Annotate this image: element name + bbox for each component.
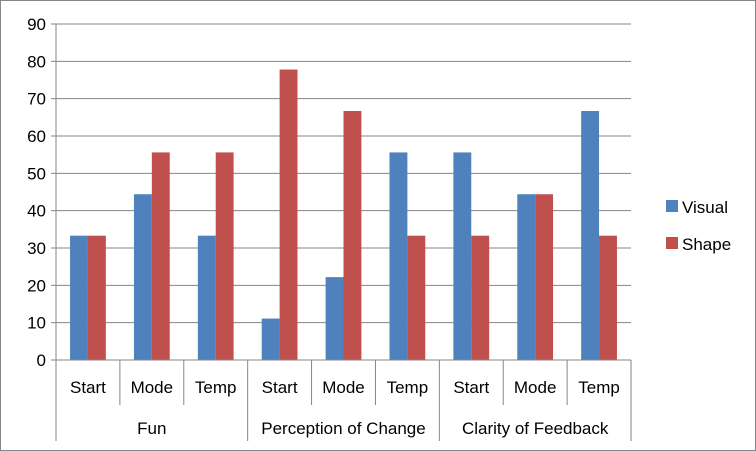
- bar-visual-5: [389, 152, 408, 360]
- bars: [70, 69, 617, 361]
- legend-label-shape: Shape: [682, 235, 731, 254]
- bar-visual-4: [325, 277, 344, 360]
- legend-label-visual: Visual: [682, 198, 728, 217]
- y-tick-label: 90: [27, 15, 46, 34]
- x-axis-group-labels: Fun Perception of Change Clarity of Feedba…: [137, 419, 609, 438]
- bar-visual-8: [581, 110, 600, 360]
- x-category-label: Temp: [578, 378, 620, 397]
- bar-shape-0: [87, 235, 106, 360]
- y-tick-label: 0: [37, 351, 46, 370]
- x-category-label: Mode: [322, 378, 365, 397]
- bar-shape-1: [151, 152, 170, 360]
- bar-shape-7: [535, 194, 554, 360]
- x-category-label: Start: [453, 378, 489, 397]
- bar-visual-2: [197, 235, 216, 360]
- bar-visual-3: [261, 318, 280, 360]
- x-group-label: Fun: [137, 419, 166, 438]
- bar-shape-8: [599, 235, 617, 360]
- y-tick-label: 20: [27, 276, 46, 295]
- x-category-label: Mode: [131, 378, 174, 397]
- bar-visual-0: [70, 235, 88, 360]
- bar-visual-7: [517, 194, 536, 360]
- bar-shape-4: [343, 110, 362, 360]
- y-tick-label: 70: [27, 90, 46, 109]
- legend-swatch-visual: [666, 200, 678, 212]
- y-tick-label: 40: [27, 202, 46, 221]
- x-group-label: Clarity of Feedback: [462, 419, 609, 438]
- bar-shape-6: [471, 235, 490, 360]
- y-tick-label: 30: [27, 239, 46, 258]
- bar-shape-2: [215, 152, 234, 360]
- bar-visual-6: [453, 152, 472, 360]
- y-tick-label: 10: [27, 314, 46, 333]
- x-category-label: Mode: [514, 378, 557, 397]
- y-tick-label: 60: [27, 127, 46, 146]
- y-tick-label: 80: [27, 52, 46, 71]
- x-category-label: Temp: [195, 378, 237, 397]
- bar-shape-3: [279, 69, 298, 361]
- axes: [51, 23, 632, 441]
- bar-visual-1: [133, 194, 152, 360]
- x-category-label: Temp: [387, 378, 429, 397]
- x-axis-category-labels: Start Mode Temp Start Mode Temp Start Mode Temp: [70, 378, 620, 397]
- x-category-label: Start: [262, 378, 298, 397]
- y-tick-label: 50: [27, 164, 46, 183]
- bar-shape-5: [407, 235, 426, 360]
- y-axis-tick-labels: 0 10 20 30 40 50 60 70 80 90: [27, 15, 46, 370]
- legend: Visual Shape: [666, 198, 731, 254]
- legend-swatch-shape: [666, 237, 678, 249]
- x-category-label: Start: [70, 378, 106, 397]
- x-group-label: Perception of Change: [261, 419, 425, 438]
